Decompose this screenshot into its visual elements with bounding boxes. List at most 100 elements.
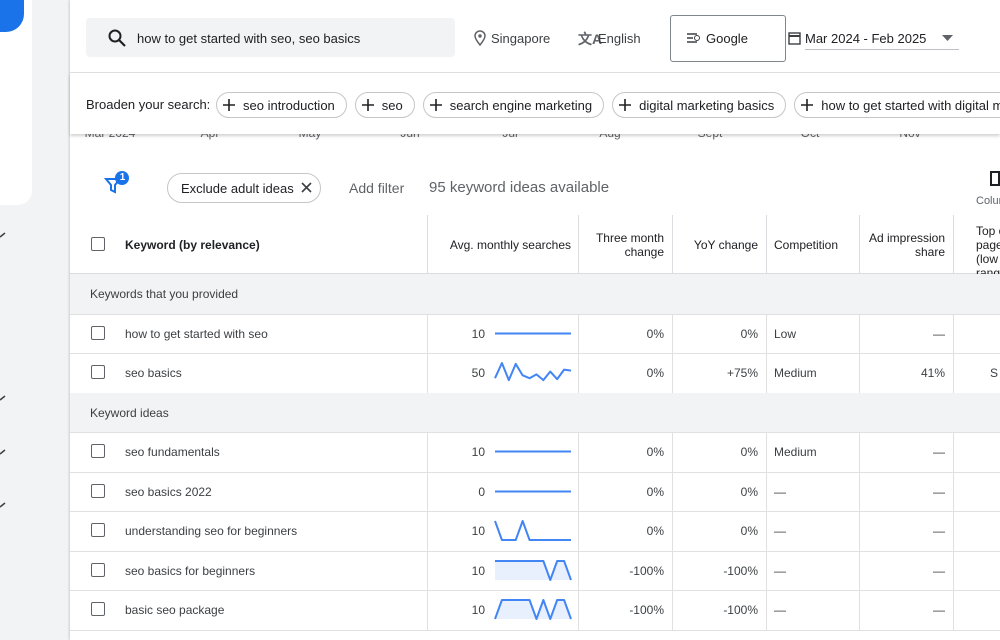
table-header: Keyword (by relevance) Avg. monthly searc… bbox=[70, 215, 1000, 280]
column-divider bbox=[953, 471, 954, 511]
plus-icon bbox=[619, 99, 632, 111]
add-filter[interactable]: Add filter bbox=[349, 180, 405, 196]
sparkline bbox=[494, 599, 572, 620]
column-header[interactable]: Keyword (by relevance) bbox=[125, 238, 260, 252]
column-divider bbox=[578, 550, 579, 590]
network: Google bbox=[706, 31, 748, 46]
checkbox[interactable] bbox=[91, 444, 105, 458]
cell-competition: — bbox=[774, 484, 786, 499]
cell-keyword: seo basics bbox=[125, 366, 182, 380]
cell-keyword: basic seo package bbox=[125, 603, 225, 617]
column-header[interactable]: Three month change bbox=[595, 231, 664, 259]
column-divider bbox=[953, 313, 954, 353]
table-row: basic seo package 10 -100% -100% — — bbox=[70, 590, 1000, 631]
sidebar-card bbox=[0, 0, 32, 205]
cell-yoy: 0% bbox=[740, 524, 758, 538]
column-header[interactable]: Ad impression share bbox=[868, 231, 945, 259]
column-header[interactable]: Top of page bid (low range) bbox=[976, 224, 1000, 280]
sparkline bbox=[495, 450, 571, 453]
filter-icon[interactable] bbox=[104, 170, 132, 196]
checkbox[interactable] bbox=[91, 523, 105, 537]
language[interactable]: English bbox=[598, 31, 641, 46]
language-icon: 文A bbox=[578, 31, 603, 47]
suggestion-chip[interactable]: seo introduction bbox=[216, 92, 347, 118]
column-divider bbox=[672, 215, 673, 273]
chip-label: how to get started with digital marketin… bbox=[821, 97, 1000, 113]
column-divider bbox=[578, 511, 579, 551]
sparkline-line bbox=[494, 599, 572, 620]
checkbox[interactable] bbox=[91, 365, 105, 379]
date-range[interactable]: Mar 2024 - Feb 2025 bbox=[805, 31, 927, 46]
sparkline bbox=[495, 490, 571, 492]
plus-icon bbox=[429, 99, 442, 111]
column-header[interactable]: Competition bbox=[774, 238, 839, 252]
column-divider bbox=[859, 313, 860, 353]
column-divider bbox=[672, 313, 673, 353]
checkbox[interactable] bbox=[91, 602, 105, 616]
location-icon bbox=[474, 30, 486, 46]
suggestion-chip[interactable]: seo bbox=[354, 92, 415, 118]
location[interactable]: Singapore bbox=[491, 31, 551, 46]
column-divider bbox=[953, 353, 954, 393]
close-icon[interactable] bbox=[301, 182, 312, 193]
cell-avg-searches: 10 bbox=[471, 326, 485, 341]
plus-icon bbox=[801, 99, 814, 111]
cell-ad-share: — bbox=[933, 484, 945, 499]
suggestion-chip[interactable]: search engine marketing bbox=[422, 92, 605, 118]
column-header[interactable]: Avg. monthly searches bbox=[449, 238, 571, 252]
column-divider bbox=[766, 432, 767, 472]
cell-keyword: seo basics 2022 bbox=[125, 484, 212, 499]
section-header: Keywords that you provided bbox=[70, 274, 1000, 315]
checkbox[interactable] bbox=[91, 237, 105, 251]
plus bbox=[801, 99, 814, 111]
column-divider bbox=[859, 550, 860, 590]
column-divider bbox=[766, 313, 767, 353]
table-row: how to get started with seo 10 0% 0% Low — bbox=[70, 313, 1000, 354]
keyword-table: Keyword (by relevance) Avg. monthly searc… bbox=[70, 215, 1000, 640]
table-row: seo basics 2022 0 0% 0% — — bbox=[70, 471, 1000, 512]
network-icon bbox=[687, 33, 700, 43]
cell-keyword: seo fundamentals bbox=[125, 445, 220, 459]
network-box[interactable] bbox=[670, 15, 786, 62]
column-divider bbox=[578, 471, 579, 511]
search-box[interactable] bbox=[86, 18, 455, 57]
idea-count: 95 keyword ideas available bbox=[429, 179, 610, 196]
section-header: Keyword ideas bbox=[70, 392, 1000, 433]
column-divider bbox=[766, 511, 767, 551]
column-divider bbox=[859, 353, 860, 393]
column-divider bbox=[672, 590, 673, 630]
table-row: seo basics 50 0% +75% Medium 41% S bbox=[70, 353, 1000, 394]
cell-top-bid: S bbox=[990, 366, 999, 380]
columns-icon[interactable] bbox=[990, 171, 1000, 186]
column-divider bbox=[672, 471, 673, 511]
cell-ad-share: — bbox=[933, 563, 945, 578]
cell-competition: — bbox=[774, 603, 786, 617]
column-divider bbox=[766, 215, 767, 273]
cell-competition: Medium bbox=[774, 445, 817, 459]
column-header[interactable]: YoY change bbox=[693, 238, 758, 252]
suggestion-chip[interactable]: digital marketing basics bbox=[612, 92, 787, 118]
dropdown-arrow[interactable] bbox=[942, 35, 954, 42]
cell-avg-searches: 0 bbox=[478, 484, 485, 499]
table-row: seo fundamentals 10 0% 0% Medium — bbox=[70, 432, 1000, 473]
cell-avg-searches: 10 bbox=[471, 524, 485, 538]
calendar-icon bbox=[788, 32, 801, 45]
checkbox[interactable] bbox=[91, 562, 105, 577]
cell-ad-share: — bbox=[933, 445, 945, 459]
cell-competition: — bbox=[774, 563, 786, 578]
checkbox[interactable] bbox=[91, 325, 105, 340]
timeline: Mar 2024 Apr May Jun Jul Aug Sept Oct Nov bbox=[70, 134, 1000, 160]
cell-ad-share: 41% bbox=[920, 366, 945, 380]
columns-label[interactable]: Columns bbox=[976, 195, 1000, 207]
column-divider bbox=[578, 353, 579, 393]
plus bbox=[619, 99, 632, 111]
cell-yoy: +75% bbox=[726, 366, 758, 380]
plus-icon bbox=[361, 99, 374, 111]
plus-icon bbox=[223, 99, 235, 111]
filter-chip[interactable] bbox=[167, 173, 321, 203]
column-divider bbox=[859, 471, 860, 511]
checkbox[interactable] bbox=[91, 483, 105, 498]
column-divider bbox=[427, 590, 428, 630]
suggestion-chip[interactable]: how to get started with digital marketin… bbox=[794, 92, 1000, 118]
